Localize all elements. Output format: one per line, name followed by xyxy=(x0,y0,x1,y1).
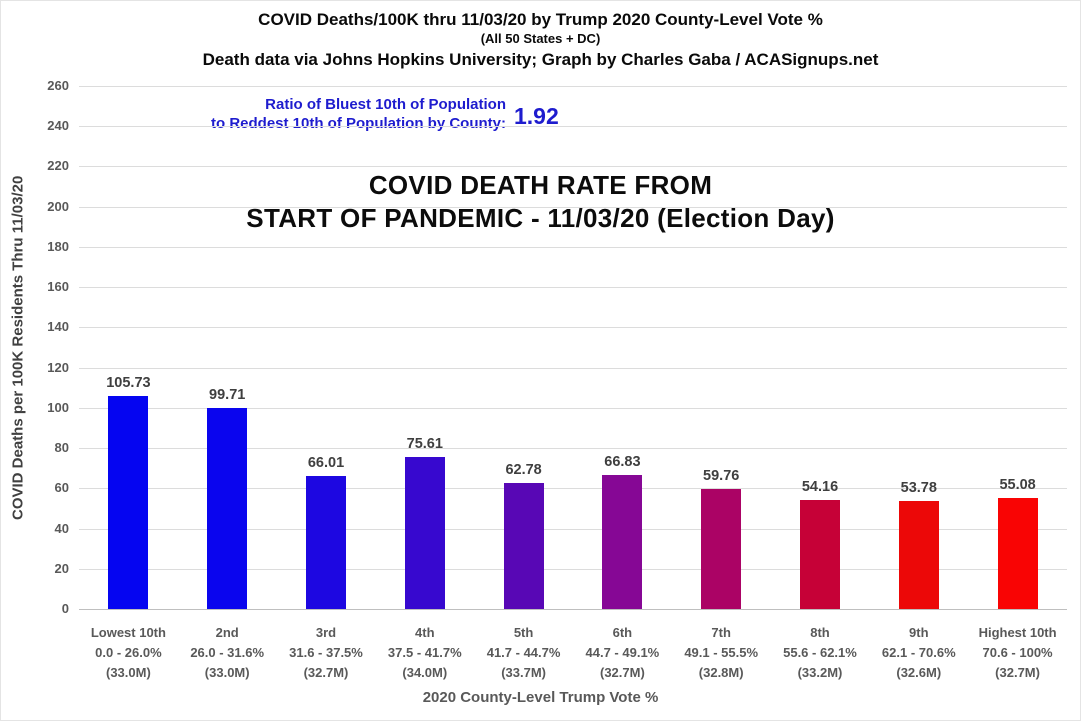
bar xyxy=(503,482,544,609)
x-category-label: 3rd 31.6 - 37.5% (32.7M) xyxy=(289,625,363,680)
gridline xyxy=(79,86,1067,87)
x-category-label: 2nd 26.0 - 31.6% (33.0M) xyxy=(190,625,265,680)
y-tick-label: 240 xyxy=(47,118,69,134)
y-tick-label: 180 xyxy=(47,238,69,254)
gridline xyxy=(79,528,1067,530)
y-tick-label: 80 xyxy=(54,440,69,456)
bar xyxy=(997,498,1038,609)
x-axis-category-labels: Lowest 10th 0.0 - 26.0% (33.0M) 2nd 26.0 - 3… xyxy=(79,623,1067,683)
chart-subtitle: (All 50 States + DC) xyxy=(480,31,601,46)
x-category-label: Highest 10th 70.6 - 100% (32.7M) xyxy=(978,625,1057,680)
y-tick-label: 100 xyxy=(47,399,69,415)
y-tick-label: 60 xyxy=(54,480,69,496)
bar-value-label: 105.73 xyxy=(106,375,151,392)
x-category-label: 9th 62.1 - 70.6% (32.6M) xyxy=(881,625,956,680)
gridline xyxy=(79,407,1067,409)
bar-value-label: 54.16 xyxy=(801,479,839,496)
x-category-label: Lowest 10th 0.0 - 26.0% (33.0M) xyxy=(90,625,166,680)
x-axis-line xyxy=(79,609,1067,610)
gridline xyxy=(79,568,1067,570)
y-tick-label: 120 xyxy=(47,359,69,375)
x-category-label: 7th 49.1 - 55.5% (32.8M) xyxy=(684,625,759,680)
gridline xyxy=(79,488,1067,490)
bar xyxy=(404,456,445,609)
gridline xyxy=(79,126,1067,128)
bar-value-label: 75.61 xyxy=(406,435,443,452)
ratio-value: 1.92 xyxy=(514,103,559,130)
annotation-line-2: START OF PANDEMIC - 11/03/20 (Election D… xyxy=(240,203,841,233)
y-tick-label: 220 xyxy=(47,158,69,174)
ratio-line-1: Ratio of Bluest 10th of Population xyxy=(265,96,506,113)
plot-area: 0 20 40 60 80 100 120 140 160 180 200 220 240 260 105.… xyxy=(47,78,1067,616)
y-tick-label: 40 xyxy=(54,520,69,536)
bar-value-label: 62.78 xyxy=(505,461,542,478)
gridline xyxy=(79,448,1067,450)
bar xyxy=(898,500,939,609)
gridline xyxy=(79,206,1067,208)
bar-value-label: 99.71 xyxy=(209,387,246,404)
bar xyxy=(207,408,248,609)
gridline xyxy=(79,327,1067,329)
x-category-label: 5th 41.7 - 44.7% (33.7M) xyxy=(486,625,561,680)
bar xyxy=(701,488,742,609)
gridline xyxy=(79,246,1067,248)
bar-value-label: 55.08 xyxy=(999,477,1036,494)
bar-value-label: 59.76 xyxy=(703,467,740,484)
y-tick-label: 200 xyxy=(47,198,69,214)
ratio-line-2: to Reddest 10th of Population by County: xyxy=(211,115,506,132)
annotation-line-1: COVID DEATH RATE FROM xyxy=(362,170,719,200)
x-category-label: 6th 44.7 - 49.1% (32.7M) xyxy=(585,625,660,680)
chart-title: COVID Deaths/100K thru 11/03/20 by Trump… xyxy=(258,10,823,29)
plot-annotation-title: COVID DEATH RATE FROM START OF PANDEMIC … xyxy=(1,169,1080,235)
y-tick-label: 0 xyxy=(61,601,69,616)
gridline xyxy=(79,367,1067,369)
bar-value-label: 66.83 xyxy=(604,453,641,470)
gridline xyxy=(79,166,1067,168)
bar-value-label: 53.78 xyxy=(900,479,937,496)
x-category-label: 8th 55.6 - 62.1% (33.2M) xyxy=(783,625,857,680)
x-axis-title: 2020 County-Level Trump Vote % xyxy=(422,689,659,706)
y-tick-label: 140 xyxy=(47,319,69,335)
x-category-label: 4th 37.5 - 41.7% (34.0M) xyxy=(387,625,462,680)
gridline xyxy=(79,287,1067,289)
bar xyxy=(800,500,840,609)
chart-credit: Death data via Johns Hopkins University;… xyxy=(202,50,879,69)
bar xyxy=(602,474,643,609)
y-tick-label: 20 xyxy=(54,560,69,576)
bar-value-label: 66.01 xyxy=(307,455,345,472)
y-axis-title: COVID Deaths per 100K Residents Thru 11/… xyxy=(9,175,27,520)
y-tick-label: 260 xyxy=(47,78,69,93)
bar xyxy=(306,476,346,609)
bar xyxy=(108,396,149,609)
y-tick-label: 160 xyxy=(47,279,69,295)
